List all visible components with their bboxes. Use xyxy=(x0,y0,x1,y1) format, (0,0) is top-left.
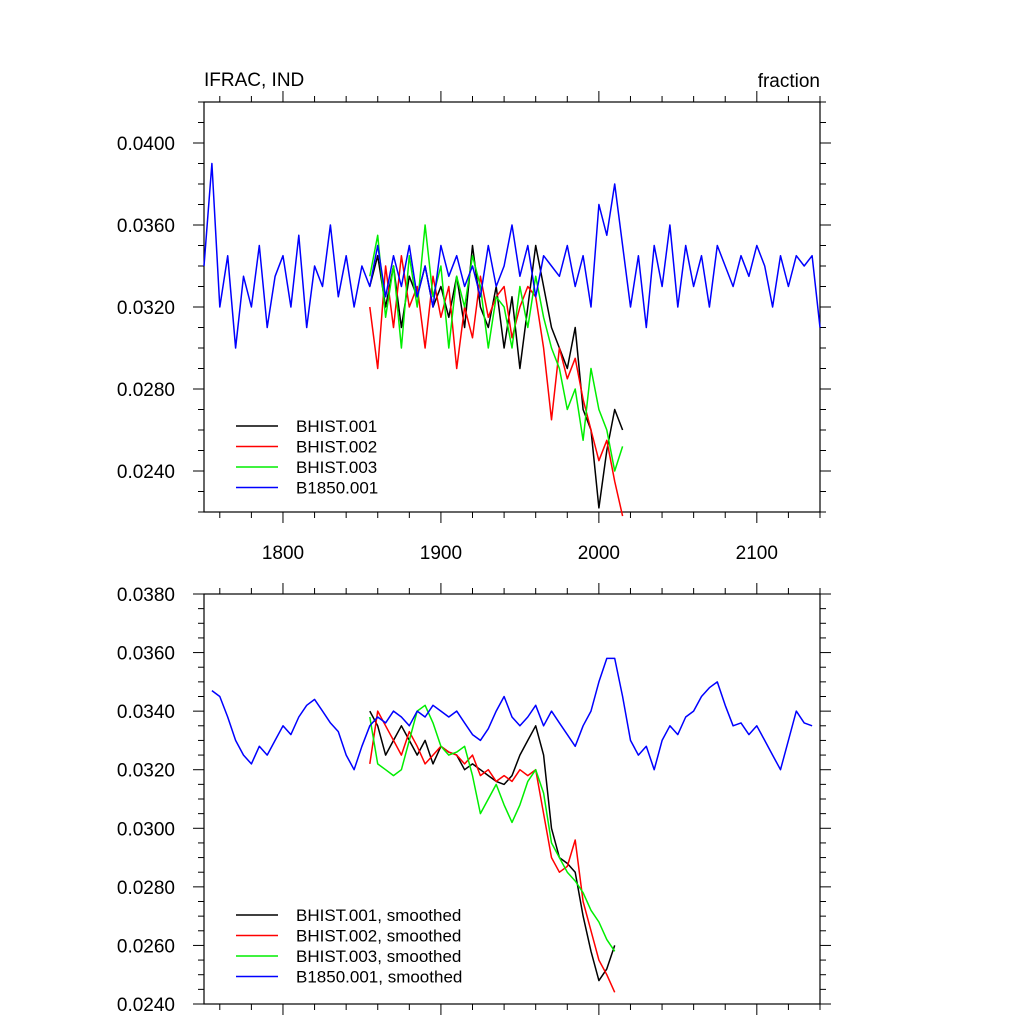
legend: BHIST.001, smoothed BHIST.002, smoothedBH… xyxy=(236,906,462,987)
series-line-4 xyxy=(203,162,821,349)
series-line-1 xyxy=(369,710,616,982)
legend-label: B1850.001 xyxy=(296,479,378,498)
y-tick-label: 0.0260 xyxy=(117,936,175,957)
x-tick-labels: 1800 1900 2000 2100 xyxy=(262,543,778,564)
legend-label: BHIST.003 xyxy=(296,458,377,477)
series-lines xyxy=(203,162,821,517)
y-tick-labels: 0.0240 0.0260 0.0280 0.0300 0.0320 0.0340 0.03… xyxy=(117,585,175,1016)
legend-label: BHIST.001 xyxy=(296,417,377,436)
legend-label: BHIST.002, smoothed xyxy=(296,927,461,946)
y-tick-label: 0.0360 xyxy=(117,644,175,665)
y-tick-label: 0.0320 xyxy=(117,761,175,782)
x-tick-label: 1800 xyxy=(262,543,304,564)
legend-label: BHIST.001, smoothed xyxy=(296,906,461,925)
y-tick-label: 0.0300 xyxy=(117,819,175,840)
series-lines xyxy=(211,657,813,993)
y-tick-label: 0.0360 xyxy=(117,216,175,237)
x-tick-label: 2000 xyxy=(578,543,620,564)
y-tick-label: 0.0240 xyxy=(117,462,175,483)
legend-label: BHIST.002 xyxy=(296,438,377,457)
series-line-3 xyxy=(369,704,616,952)
legend-label: BHIST.003, smoothed xyxy=(296,947,461,966)
y-tick-label: 0.0380 xyxy=(117,585,175,606)
x-tick-label: 1900 xyxy=(420,543,462,564)
axis-ticks xyxy=(193,583,831,1015)
y-tick-label: 0.0280 xyxy=(117,380,175,401)
bottom-panel: 0.0240 0.0260 0.0280 0.0300 0.0320 0.0340 0.03… xyxy=(117,583,831,1016)
y-tick-label: 0.0280 xyxy=(117,878,175,899)
legend-label: B1850.001, smoothed xyxy=(296,968,462,987)
chart-title: IFRAC, IND xyxy=(204,70,304,91)
y-tick-label: 0.0400 xyxy=(117,134,175,155)
y-tick-label: 0.0340 xyxy=(117,702,175,723)
units-label: fraction xyxy=(758,71,820,92)
y-tick-label: 0.0240 xyxy=(117,995,175,1016)
x-tick-label: 2100 xyxy=(736,543,778,564)
top-panel: IFRAC, IND fraction 0.02400.02800.03200.… xyxy=(117,70,831,564)
y-tick-label: 0.0320 xyxy=(117,298,175,319)
y-tick-labels: 0.0240 0.0280 0.0320 0.0360 0.0400 xyxy=(117,134,175,483)
series-line-3 xyxy=(369,224,624,472)
axis-ticks xyxy=(193,91,831,523)
series-line-4 xyxy=(211,657,813,771)
